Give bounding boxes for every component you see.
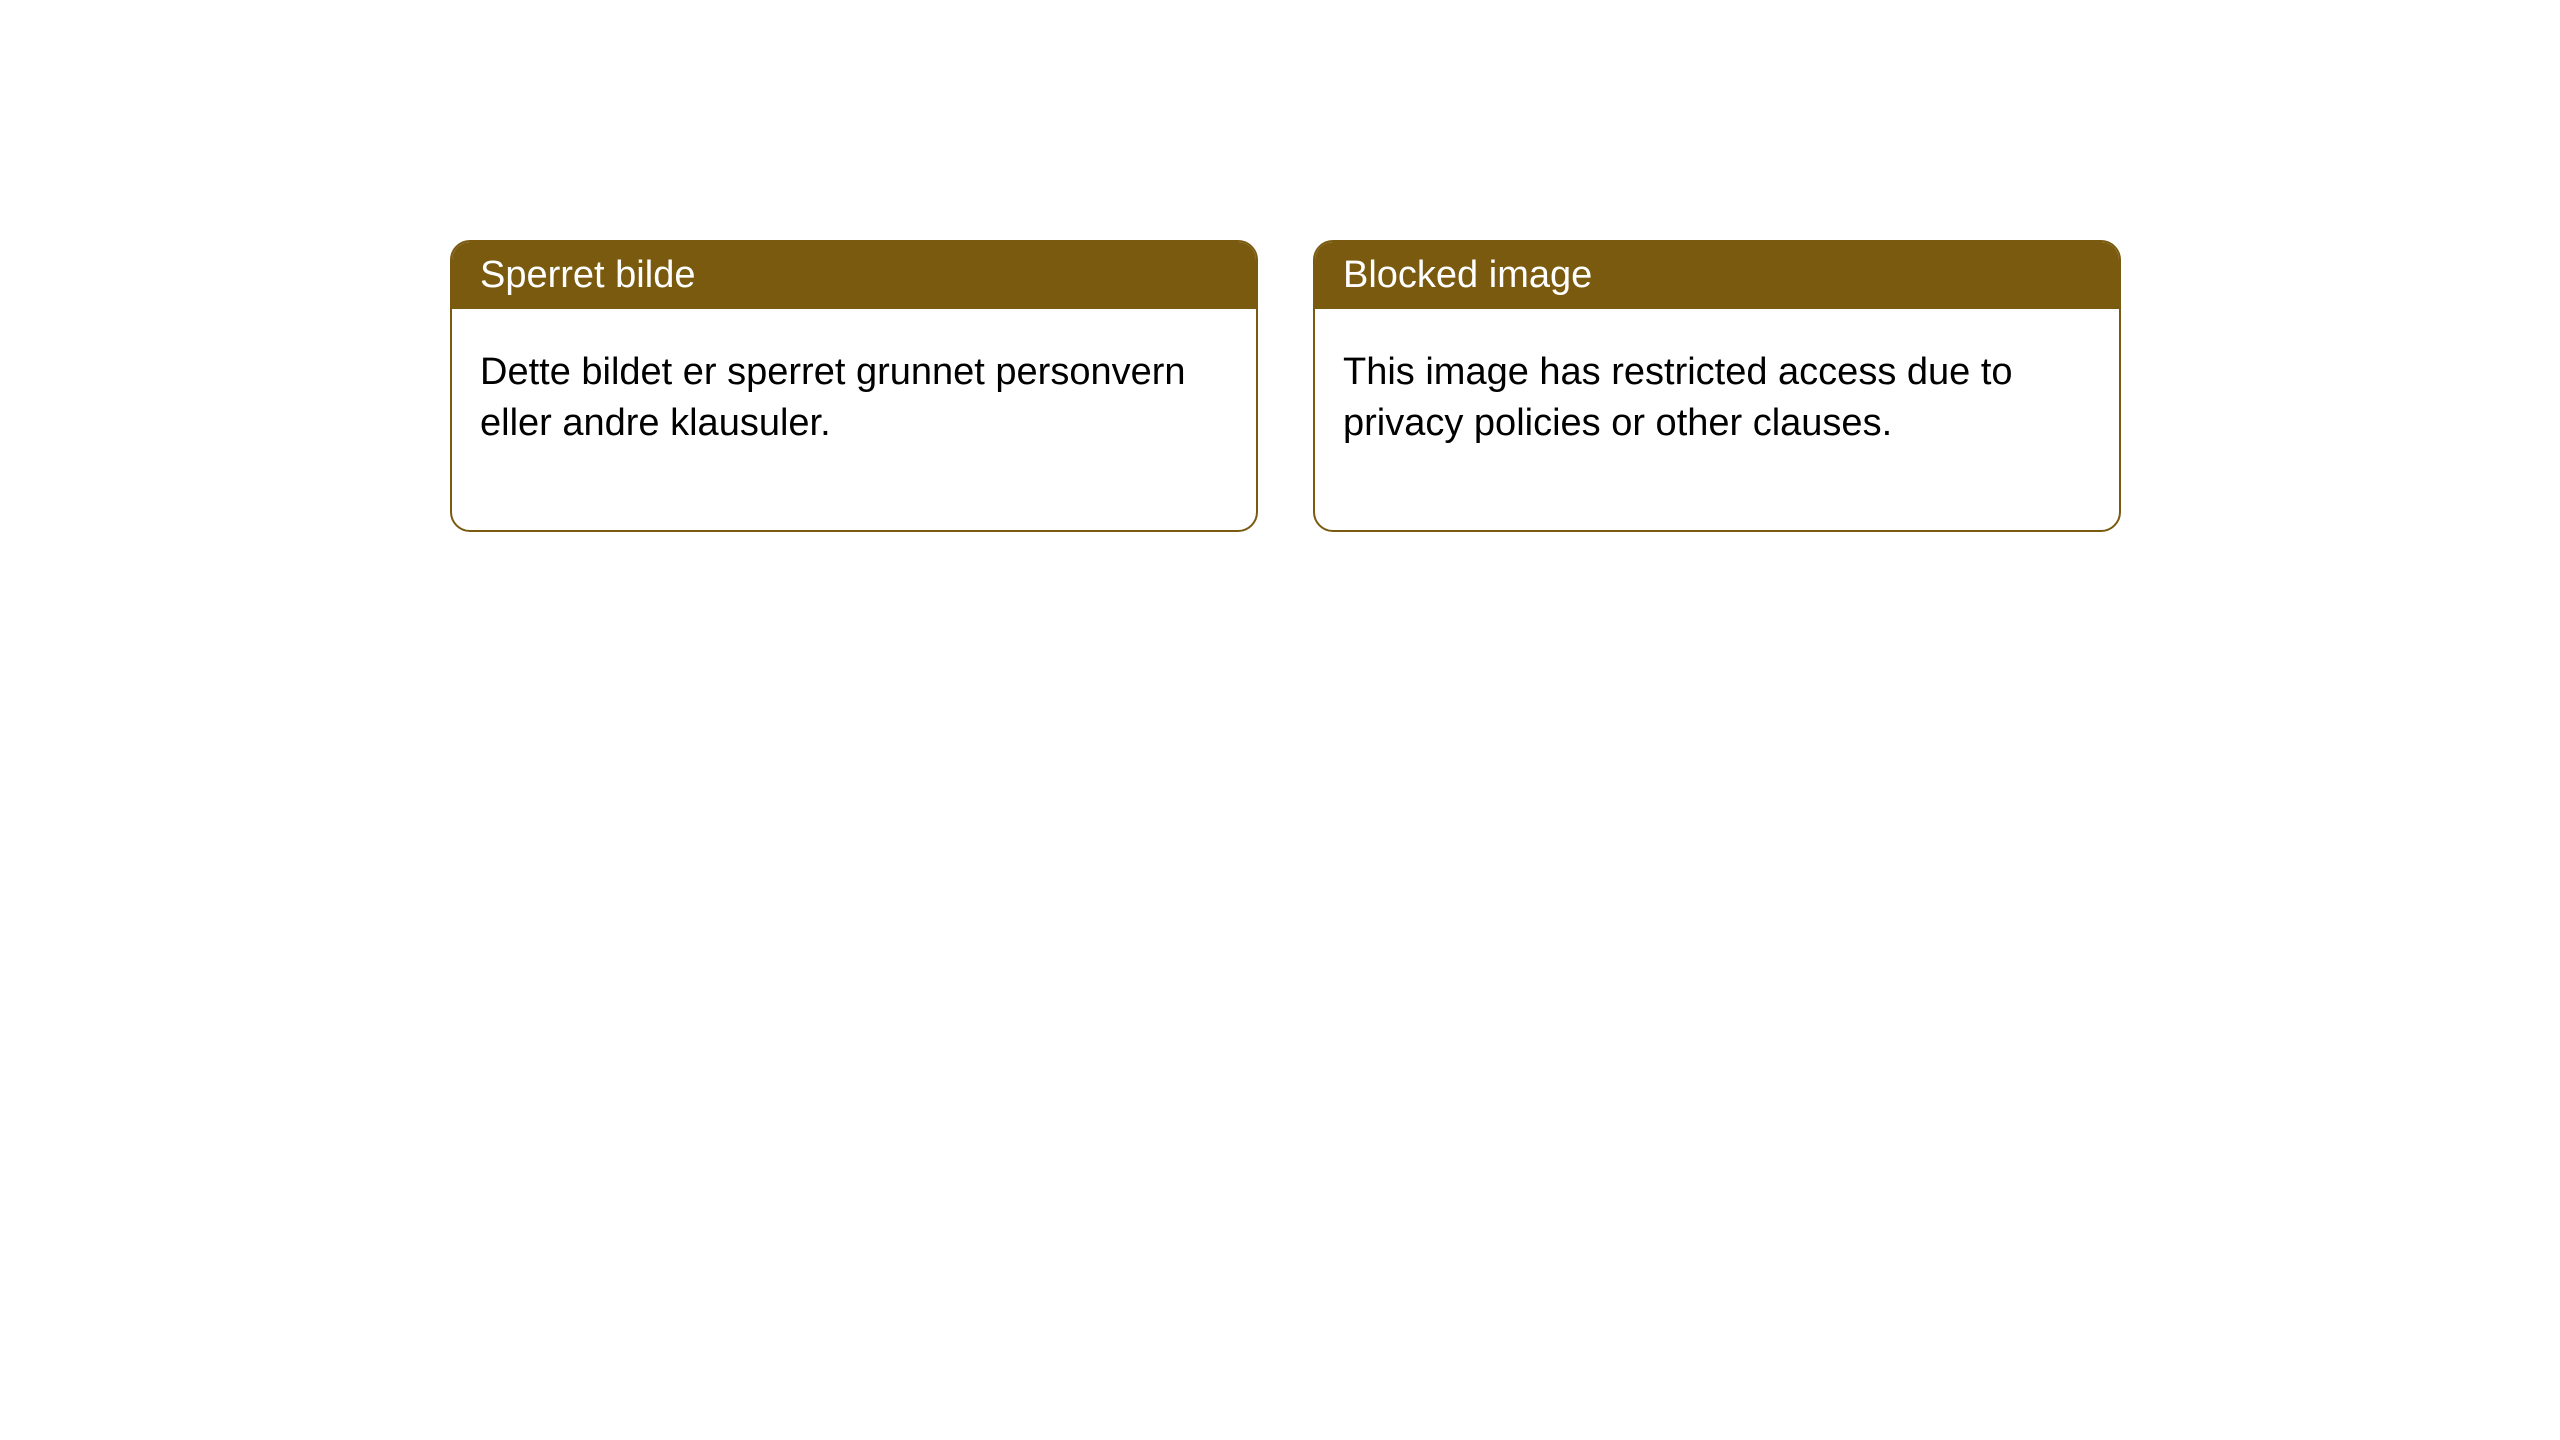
notice-card-english: Blocked image This image has restricted … xyxy=(1313,240,2121,532)
notice-header: Blocked image xyxy=(1315,242,2119,309)
notice-container: Sperret bilde Dette bildet er sperret gr… xyxy=(0,0,2560,532)
notice-body: This image has restricted access due to … xyxy=(1315,309,2119,530)
notice-card-norwegian: Sperret bilde Dette bildet er sperret gr… xyxy=(450,240,1258,532)
notice-header: Sperret bilde xyxy=(452,242,1256,309)
notice-body: Dette bildet er sperret grunnet personve… xyxy=(452,309,1256,530)
